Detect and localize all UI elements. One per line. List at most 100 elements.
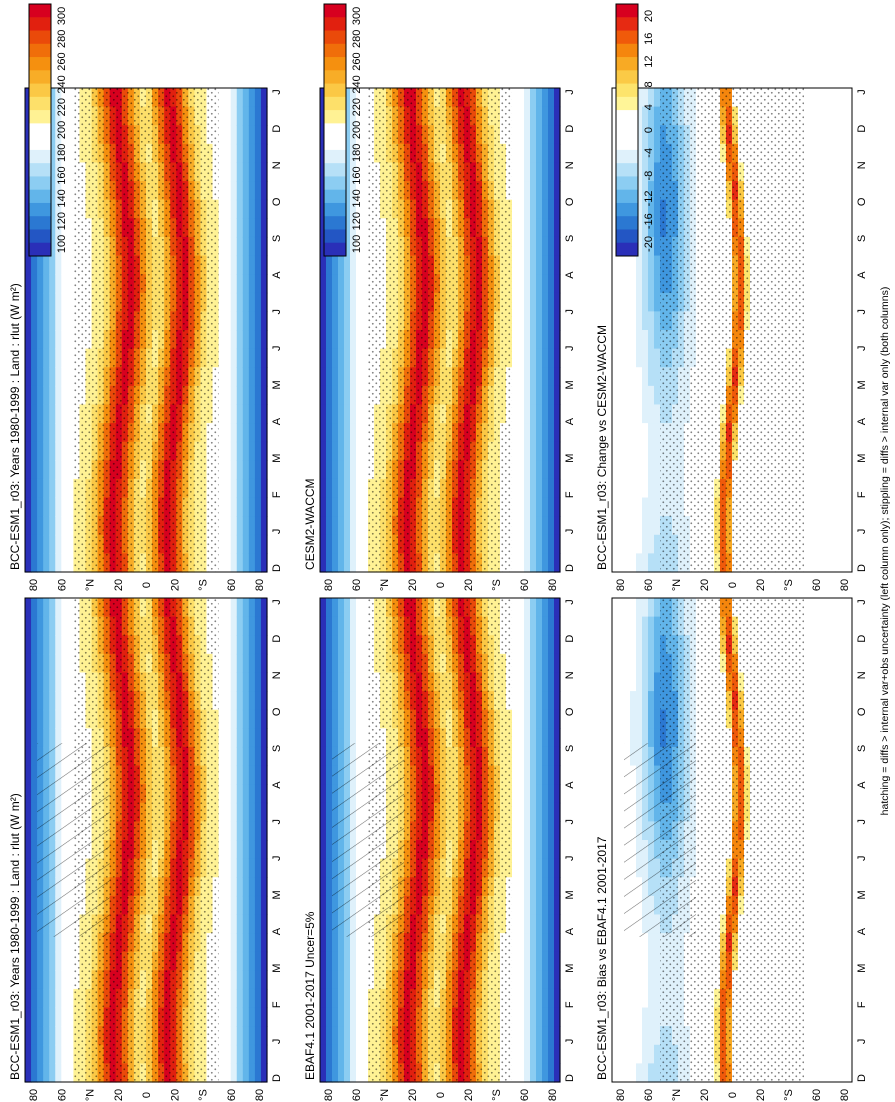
field-cell xyxy=(55,348,62,368)
field-cell xyxy=(218,441,226,461)
field-cell xyxy=(25,460,32,480)
field-cell xyxy=(236,497,244,517)
field-cell xyxy=(236,746,244,767)
field-cell xyxy=(61,385,68,406)
field-cell xyxy=(37,672,44,692)
field-cell xyxy=(61,709,68,729)
field-cell xyxy=(61,143,68,164)
field-cell xyxy=(612,821,619,841)
legend-label: 260 xyxy=(56,52,68,70)
field-cell xyxy=(536,988,543,1009)
field-cell xyxy=(512,616,519,636)
field-cell xyxy=(25,125,32,145)
field-cell xyxy=(254,877,262,897)
field-cell xyxy=(224,348,232,368)
field-cell xyxy=(43,292,50,312)
field-cell xyxy=(61,255,68,275)
field-cell xyxy=(242,802,250,822)
field-cell xyxy=(25,933,32,953)
field-cell xyxy=(536,895,543,916)
field-cell xyxy=(554,385,561,406)
field-cell xyxy=(320,460,327,480)
field-cell xyxy=(320,1007,327,1027)
field-cell xyxy=(242,478,250,499)
field-cell xyxy=(344,143,351,164)
field-cell xyxy=(542,858,549,878)
field-cell xyxy=(326,348,333,368)
legend-swatch xyxy=(324,242,346,257)
field-cell xyxy=(254,199,262,219)
panels: 80 60 °N 20 0 20 °S 60 80DJFMAMJJASONDJBCC-ESM1_… xyxy=(8,3,868,1101)
field-cell xyxy=(31,478,38,499)
field-cell xyxy=(344,728,351,748)
field-cell xyxy=(254,143,262,164)
field-cell xyxy=(55,292,62,312)
field-cell xyxy=(37,951,44,971)
field-cell xyxy=(524,746,531,767)
field-cell xyxy=(254,106,262,126)
field-cell xyxy=(344,478,351,499)
field-cell xyxy=(554,516,561,536)
field-cell xyxy=(630,598,637,618)
panel-1: 80 60 °N 20 0 20 °S 60 80DJFMAMJJASONDJBCC-ESM1_… xyxy=(8,3,283,591)
field-cell xyxy=(548,709,555,729)
field-cell xyxy=(218,330,226,350)
field-cell xyxy=(49,311,56,331)
field-cell xyxy=(242,1026,250,1046)
lat-tick-label: 60 xyxy=(519,579,531,591)
field-cell xyxy=(55,970,62,990)
field-cell xyxy=(524,728,531,748)
field-cell xyxy=(338,933,345,953)
field-cell xyxy=(530,255,537,275)
legend-swatch xyxy=(29,123,51,138)
field-cell xyxy=(320,404,327,424)
field-cell xyxy=(230,404,238,424)
field-cell xyxy=(350,1063,357,1083)
field-cell xyxy=(230,106,238,126)
field-cell xyxy=(518,709,525,729)
field-cell xyxy=(25,951,32,971)
field-cell xyxy=(320,709,327,729)
field-cell xyxy=(530,1044,537,1064)
field-cell xyxy=(254,162,262,182)
field-cell xyxy=(37,478,44,499)
field-cell xyxy=(356,1063,363,1083)
field-cell xyxy=(320,478,327,499)
field-cell xyxy=(31,311,38,331)
field-cell xyxy=(530,821,537,841)
field-cell xyxy=(536,970,543,990)
field-cell xyxy=(230,125,238,145)
field-cell xyxy=(332,255,339,275)
field-cell xyxy=(536,877,543,897)
field-cell xyxy=(55,691,62,711)
field-cell xyxy=(530,348,537,368)
field-cell xyxy=(61,311,68,331)
field-cell xyxy=(356,441,363,461)
legend-label: 220 xyxy=(56,98,68,116)
field-cell xyxy=(542,423,549,443)
field-cell xyxy=(648,1026,655,1046)
field-cell xyxy=(25,895,32,916)
field-cell xyxy=(248,199,256,219)
field-cell xyxy=(242,933,250,953)
month-tick-label: A xyxy=(271,781,283,789)
field-cell xyxy=(67,497,74,517)
field-cell xyxy=(356,1026,363,1046)
field-cell xyxy=(254,858,262,878)
field-cell xyxy=(654,728,661,748)
field-cell xyxy=(344,653,351,674)
field-cell xyxy=(218,218,226,238)
field-cell xyxy=(31,330,38,350)
field-cell xyxy=(49,385,56,406)
field-cell xyxy=(350,423,357,443)
field-cell xyxy=(248,478,256,499)
field-cell xyxy=(43,728,50,748)
field-cell xyxy=(236,348,244,368)
field-cell xyxy=(49,199,56,219)
field-cell xyxy=(218,784,226,804)
field-cell xyxy=(648,709,655,729)
field-cell xyxy=(320,691,327,711)
field-cell xyxy=(260,951,268,971)
lat-tick-label: 80 xyxy=(28,1089,40,1101)
field-cell xyxy=(554,497,561,517)
